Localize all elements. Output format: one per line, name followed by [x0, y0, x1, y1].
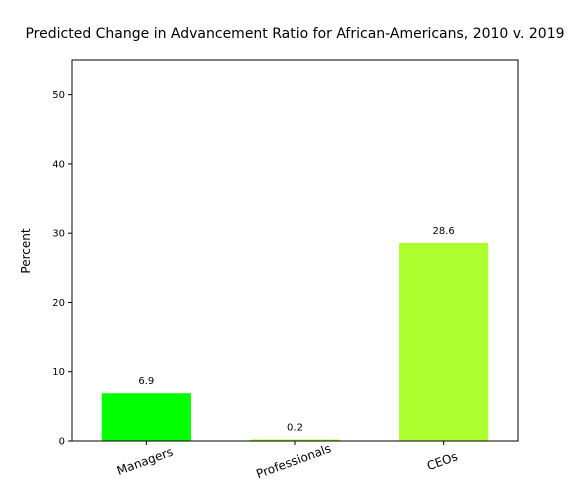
bar-ceos — [399, 242, 489, 441]
y-axis-label: Percent — [19, 228, 33, 273]
x-tick-label: CEOs — [425, 449, 460, 473]
y-tick-label: 40 — [52, 159, 65, 170]
y-tick-label: 0 — [59, 437, 65, 448]
bar-value-label: 28.6 — [433, 226, 455, 237]
x-tick-label: Professionals — [254, 441, 332, 481]
bar-value-label: 6.9 — [138, 376, 154, 387]
y-tick-label: 50 — [52, 90, 65, 101]
bar-value-label: 0.2 — [287, 423, 303, 434]
x-tick-label: Managers — [115, 445, 175, 478]
chart-title: Predicted Change in Advancement Ratio fo… — [25, 26, 564, 42]
y-axis-ticks: 0 10 20 30 40 50 — [52, 90, 72, 448]
y-tick-label: 20 — [52, 298, 65, 309]
y-tick-label: 10 — [52, 367, 65, 378]
x-axis-ticks: Managers Professionals CEOs — [115, 441, 460, 481]
bar-managers — [101, 393, 191, 441]
bars — [101, 242, 489, 441]
bar-professionals — [250, 439, 340, 441]
value-labels: 6.9 0.2 28.6 — [138, 226, 454, 434]
plot-frame — [71, 59, 519, 442]
y-tick-label: 30 — [52, 229, 65, 240]
